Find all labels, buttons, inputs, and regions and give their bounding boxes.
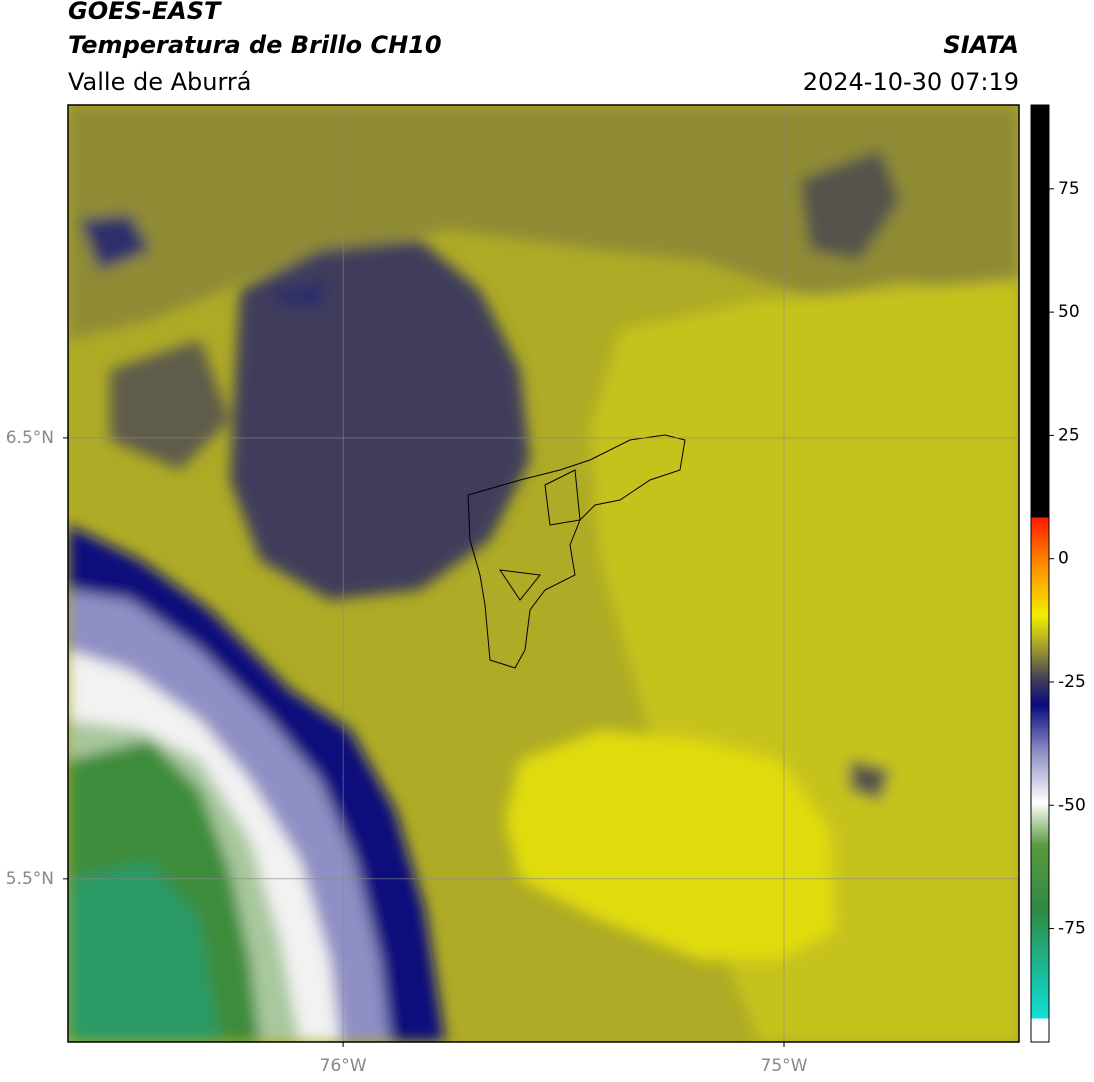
colorbar-tick-label: 50 bbox=[1058, 302, 1080, 322]
colorbar bbox=[1030, 104, 1050, 1043]
source: SIATA bbox=[943, 31, 1019, 59]
region-boundary bbox=[467, 434, 686, 669]
datetime: 2024-10-30 07:19 bbox=[803, 68, 1019, 96]
region: Valle de Aburrá bbox=[68, 68, 252, 96]
y-tick-label: 6.5°N bbox=[6, 428, 54, 448]
map-frame bbox=[67, 104, 1020, 1043]
y-tick-label: 5.5°N bbox=[6, 869, 54, 889]
subtitle: Temperatura de Brillo CH10 bbox=[68, 31, 442, 59]
satellite-image bbox=[68, 105, 1019, 1042]
x-tick-label: 76°W bbox=[320, 1056, 367, 1076]
title: GOES-EAST bbox=[68, 0, 222, 25]
colorbar-tick-label: -75 bbox=[1058, 919, 1086, 939]
colorbar-tick-label: -25 bbox=[1058, 672, 1086, 692]
colorbar-tick-label: 75 bbox=[1058, 179, 1080, 199]
colorbar-tick-label: -50 bbox=[1058, 795, 1086, 815]
colorbar-tick-label: 25 bbox=[1058, 425, 1080, 445]
x-tick-label: 75°W bbox=[761, 1056, 808, 1076]
colorbar-tick-label: 0 bbox=[1058, 549, 1069, 569]
